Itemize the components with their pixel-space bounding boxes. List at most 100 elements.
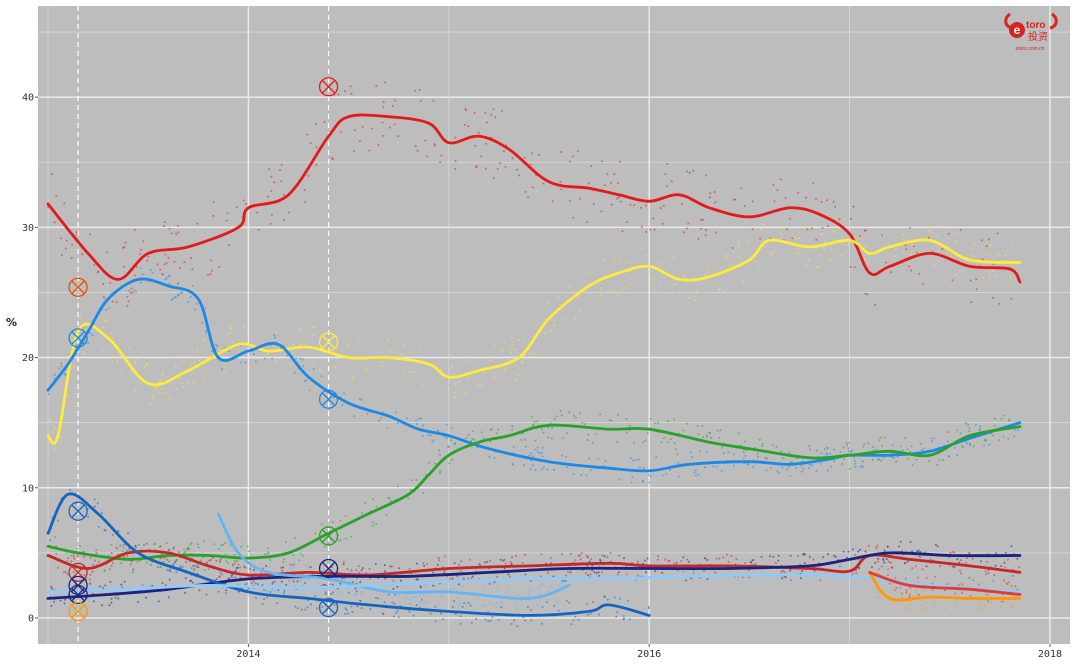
marker-cross: [71, 604, 85, 619]
marker-ring: [318, 77, 339, 97]
poll-point: [275, 589, 278, 592]
poll-point: [293, 562, 296, 564]
poll-point: [901, 593, 904, 596]
poll-point: [666, 441, 669, 444]
poll-point: [854, 554, 857, 556]
poll-point: [534, 439, 537, 442]
poll-point: [514, 585, 517, 588]
poll-point: [909, 586, 912, 589]
poll-point: [833, 448, 836, 451]
poll-point: [516, 593, 519, 596]
poll-point: [167, 549, 170, 552]
poll-point: [384, 577, 387, 580]
poll-point: [434, 620, 437, 623]
poll-point: [1010, 545, 1013, 548]
poll-point: [355, 595, 358, 598]
poll-point: [511, 344, 514, 347]
poll-point: [434, 605, 437, 608]
poll-point: [886, 574, 889, 577]
poll-point: [1000, 600, 1003, 603]
poll-point: [483, 605, 486, 607]
trend-line: [46, 238, 1022, 445]
poll-point: [833, 231, 836, 234]
poll-point: [657, 421, 660, 424]
poll-point: [777, 554, 780, 557]
poll-point: [1006, 249, 1009, 252]
poll-point: [524, 438, 526, 441]
poll-point: [677, 461, 680, 464]
poll-point: [234, 569, 237, 572]
poll-point: [298, 330, 301, 333]
poll-point: [694, 469, 697, 472]
poll-point: [520, 438, 523, 441]
poll-point: [194, 308, 197, 311]
poll-point: [840, 254, 843, 257]
poll-point: [340, 131, 342, 134]
poll-point: [1002, 414, 1005, 417]
election-result-marker: [318, 389, 339, 409]
poll-point: [437, 429, 440, 432]
poll-point: [643, 569, 646, 572]
poll-point: [179, 566, 182, 569]
poll-point: [693, 571, 696, 574]
poll-point: [490, 359, 493, 362]
poll-point: [446, 387, 449, 390]
poll-point: [466, 359, 469, 362]
poll-point: [731, 264, 734, 267]
election-result-marker: [318, 597, 339, 618]
poll-point: [356, 592, 359, 595]
poll-point: [732, 453, 735, 456]
poll-point: [344, 514, 347, 517]
poll-point: [56, 594, 59, 597]
poll-point: [544, 332, 547, 335]
poll-point: [1010, 587, 1013, 590]
poll-point: [163, 263, 166, 266]
poll-point: [503, 567, 506, 570]
poll-point: [524, 619, 527, 622]
poll-point: [890, 456, 893, 459]
poll-point: [956, 454, 959, 457]
poll-point: [179, 267, 182, 269]
poll-point: [629, 586, 631, 589]
poll-point: [812, 225, 815, 228]
poll-point: [60, 365, 63, 368]
poll-point: [927, 226, 930, 228]
poll-point: [755, 582, 758, 585]
poll-point: [879, 459, 882, 462]
poll-point: [447, 585, 450, 587]
poll-point: [391, 565, 393, 568]
poll-point: [522, 337, 525, 340]
poll-point: [994, 564, 997, 567]
poll-point: [878, 439, 881, 442]
poll-point: [368, 149, 371, 152]
poll-point: [496, 576, 499, 578]
poll-point: [338, 593, 340, 596]
poll-point: [532, 455, 535, 458]
poll-point: [524, 574, 527, 577]
poll-point: [968, 427, 971, 430]
poll-point: [664, 173, 667, 176]
poll-point: [974, 242, 977, 245]
poll-point: [387, 359, 390, 362]
poll-point: [111, 300, 114, 303]
poll-point: [975, 288, 978, 291]
poll-point: [556, 600, 559, 603]
poll-point: [863, 229, 866, 232]
poll-point: [644, 439, 647, 442]
poll-point: [733, 198, 736, 201]
poll-point: [934, 543, 937, 546]
poll-point: [613, 173, 616, 176]
poll-point: [221, 368, 224, 371]
poll-point: [726, 256, 729, 259]
poll-point: [139, 253, 142, 255]
election-result-marker: [318, 558, 339, 579]
poll-point: [194, 361, 196, 364]
poll-point: [815, 469, 818, 472]
poll-point: [667, 420, 670, 423]
poll-point: [426, 155, 429, 158]
poll-point: [140, 248, 143, 251]
poll-point: [239, 361, 242, 364]
poll-point: [456, 596, 459, 599]
poll-point: [309, 579, 312, 582]
